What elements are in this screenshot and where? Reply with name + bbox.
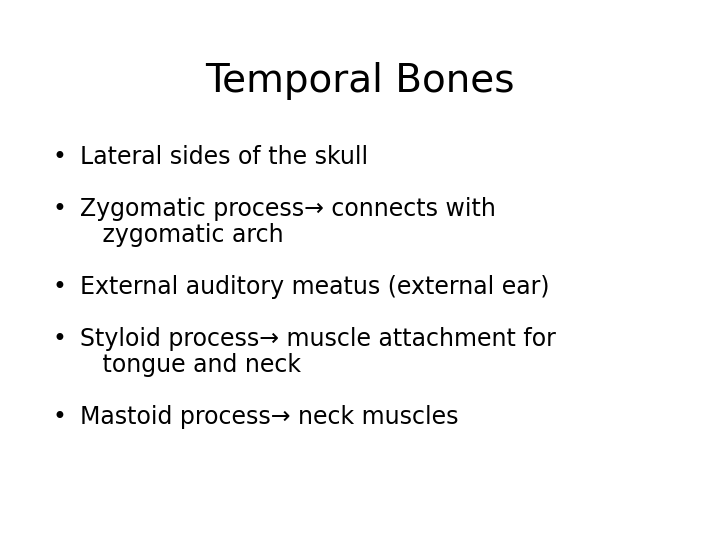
- Text: •: •: [52, 327, 66, 351]
- Text: Styloid process→ muscle attachment for: Styloid process→ muscle attachment for: [80, 327, 556, 351]
- Text: zygomatic arch: zygomatic arch: [80, 223, 284, 247]
- Text: Zygomatic process→ connects with: Zygomatic process→ connects with: [80, 197, 496, 221]
- Text: •: •: [52, 275, 66, 299]
- Text: •: •: [52, 405, 66, 429]
- Text: •: •: [52, 197, 66, 221]
- Text: •: •: [52, 145, 66, 169]
- Text: External auditory meatus (external ear): External auditory meatus (external ear): [80, 275, 549, 299]
- Text: Mastoid process→ neck muscles: Mastoid process→ neck muscles: [80, 405, 459, 429]
- Text: Lateral sides of the skull: Lateral sides of the skull: [80, 145, 368, 169]
- Text: tongue and neck: tongue and neck: [80, 353, 301, 377]
- Text: Temporal Bones: Temporal Bones: [205, 62, 515, 100]
